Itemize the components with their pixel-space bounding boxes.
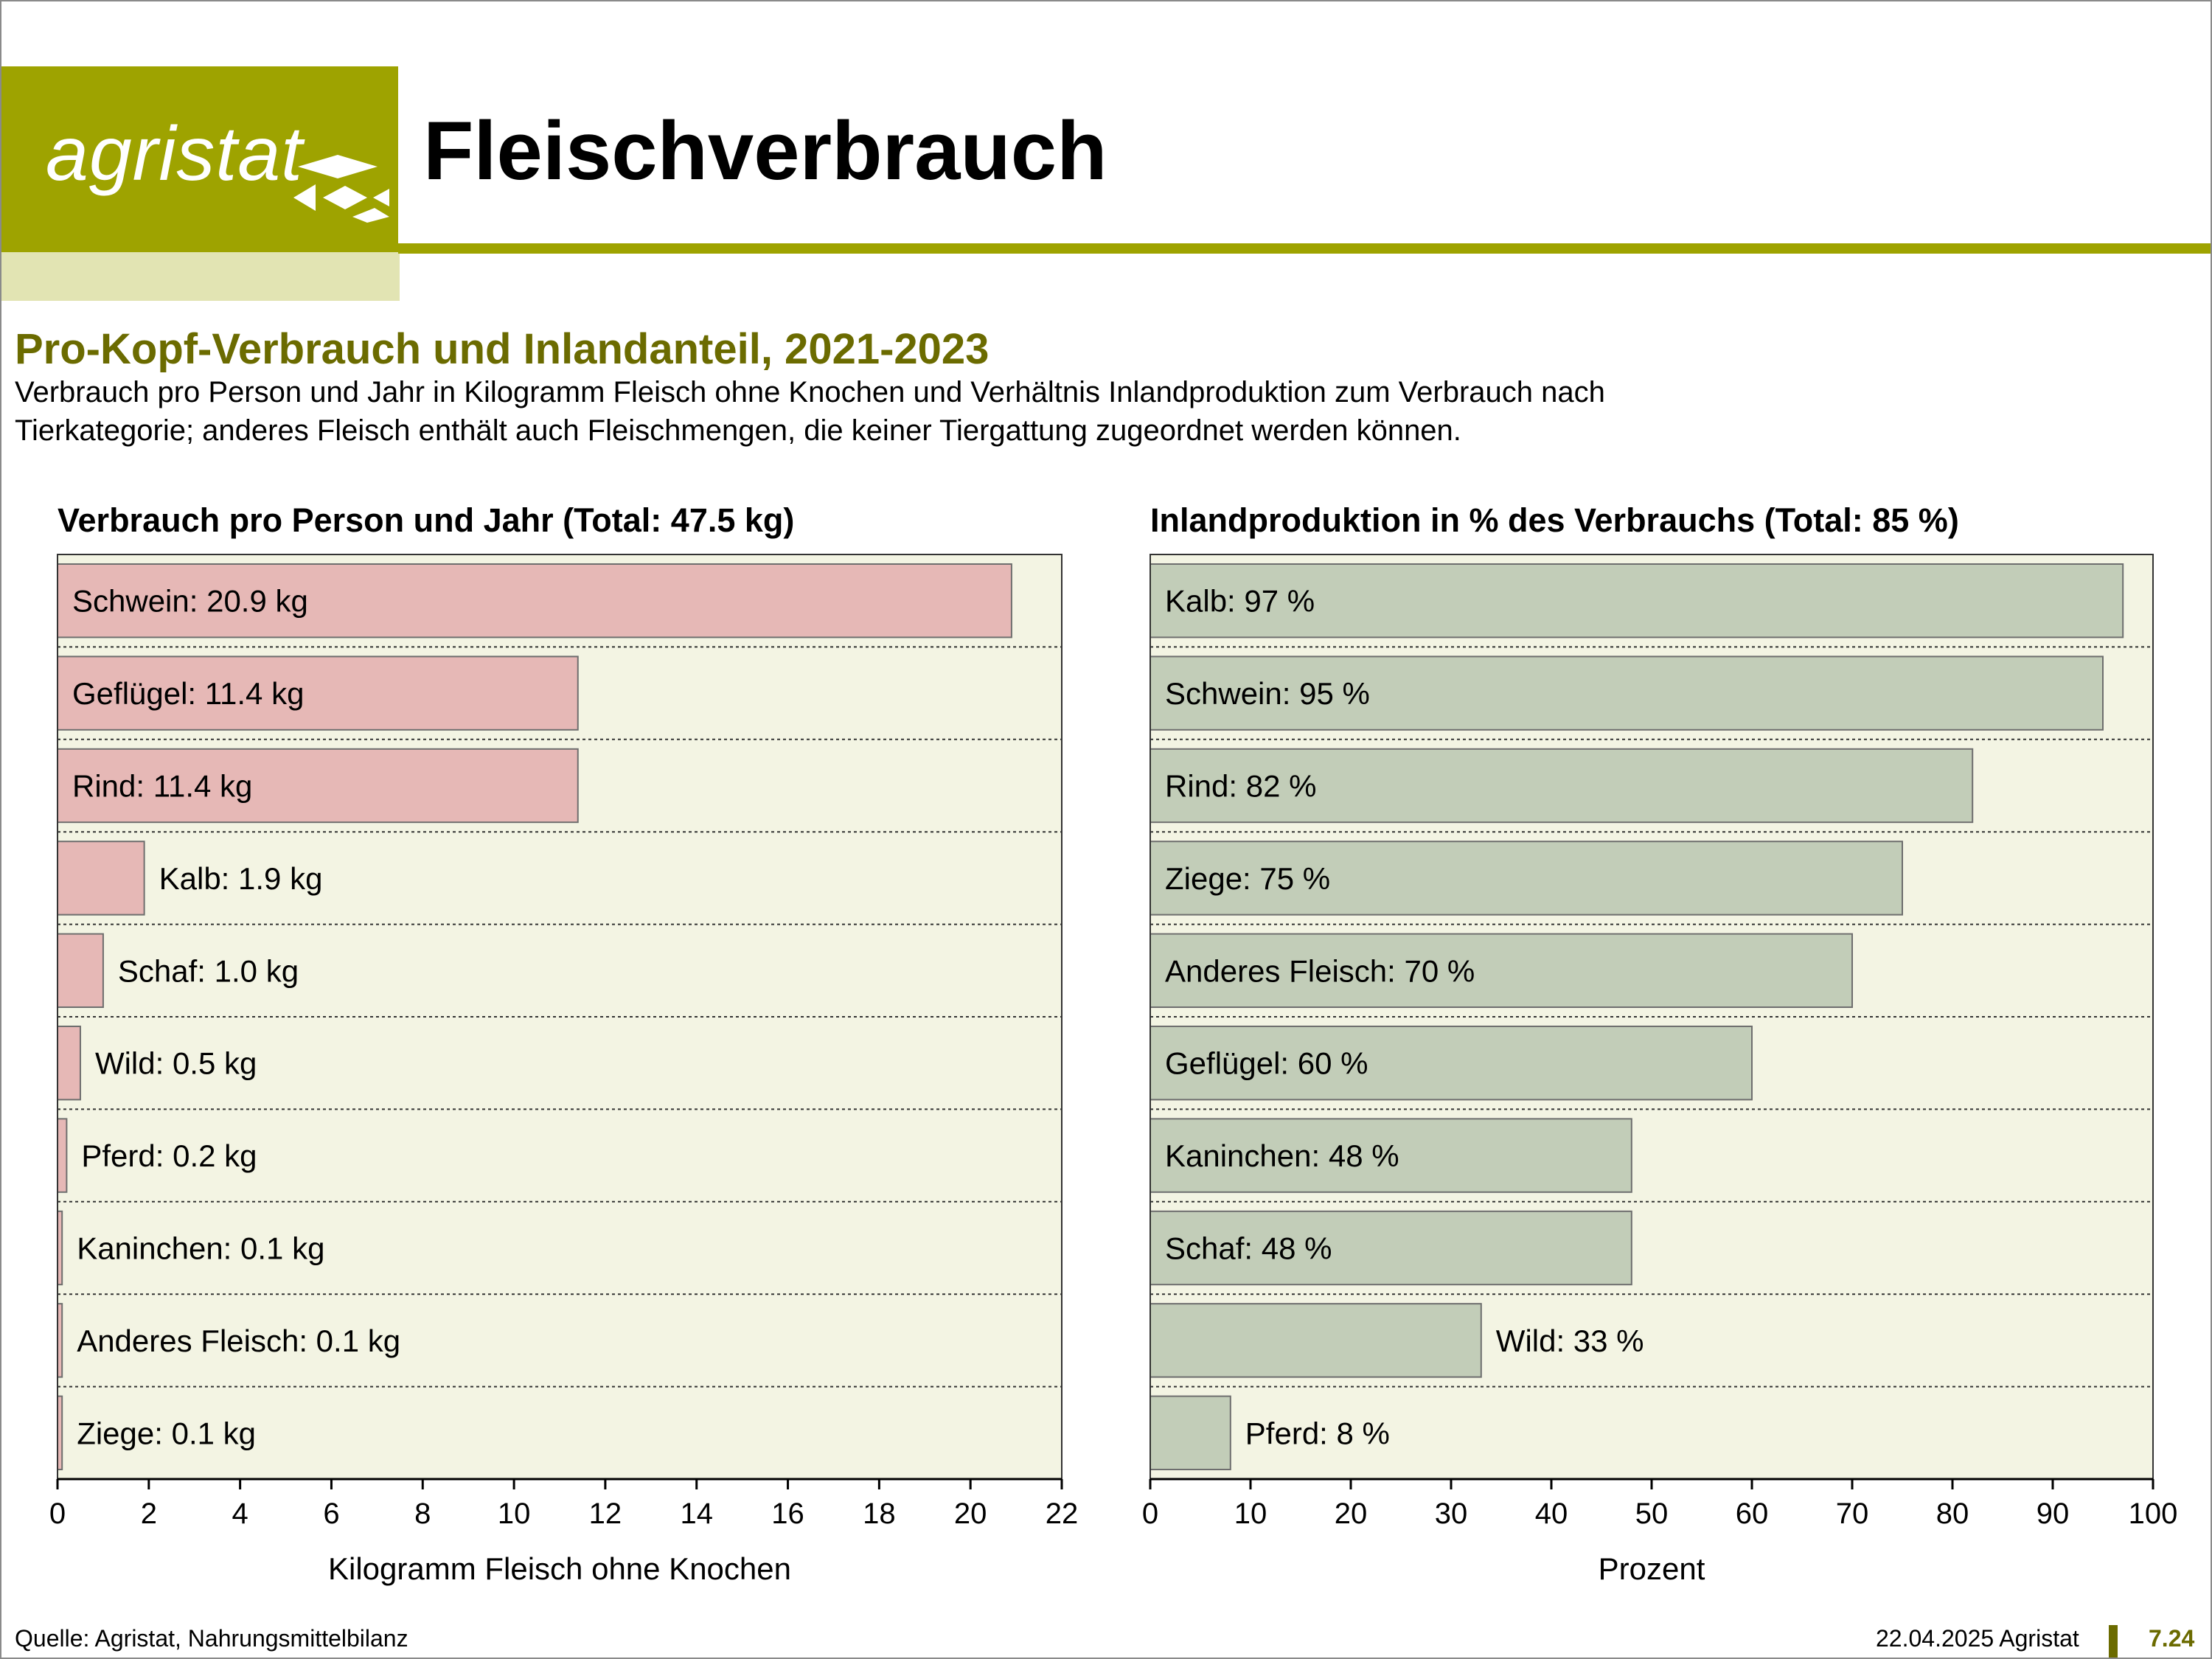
chart-description: Verbrauch pro Person und Jahr in Kilogra… bbox=[15, 373, 1932, 450]
right-bar-label-1: Kalb: 97 % bbox=[1165, 584, 1315, 619]
left-x-tick-label-14: 14 bbox=[680, 1498, 713, 1530]
left-x-tick-label-8: 8 bbox=[414, 1498, 431, 1530]
logo-wordmark: agristat bbox=[46, 111, 304, 197]
right-x-tick-label-0: 0 bbox=[1142, 1498, 1158, 1530]
right-bar-label-4: Ziege: 75 % bbox=[1165, 861, 1330, 896]
left-x-tick-label-12: 12 bbox=[589, 1498, 622, 1530]
footer-source: Quelle: Agristat, Nahrungsmittelbilanz bbox=[15, 1625, 408, 1652]
left-bar-2 bbox=[57, 655, 579, 731]
right-bar-label-2: Schwein: 95 % bbox=[1165, 676, 1370, 711]
right-x-tick-label-90: 90 bbox=[2037, 1498, 2070, 1530]
right-x-tick-label-60: 60 bbox=[1736, 1498, 1769, 1530]
right-x-tick-label-30: 30 bbox=[1435, 1498, 1468, 1530]
left-bar-7 bbox=[57, 1118, 68, 1193]
left-x-axis-title: Kilogramm Fleisch ohne Knochen bbox=[328, 1551, 791, 1586]
left-x-tick-label-10: 10 bbox=[498, 1498, 531, 1530]
left-bar-label-7: Pferd: 0.2 kg bbox=[81, 1138, 257, 1173]
left-x-tick-label-4: 4 bbox=[232, 1498, 248, 1530]
left-bar-6 bbox=[57, 1026, 81, 1101]
left-chart-title: Verbrauch pro Person und Jahr (Total: 47… bbox=[58, 501, 795, 539]
left-x-tick-label-0: 0 bbox=[49, 1498, 66, 1530]
right-bar-label-8: Schaf: 48 % bbox=[1165, 1231, 1332, 1266]
left-bar-label-8: Kaninchen: 0.1 kg bbox=[77, 1231, 324, 1266]
right-chart-title: Inlandproduktion in % des Verbrauchs (To… bbox=[1150, 501, 1959, 539]
right-bar-7 bbox=[1150, 1118, 1632, 1193]
left-bar-label-1: Schwein: 20.9 kg bbox=[72, 584, 308, 619]
description-line-1: Verbrauch pro Person und Jahr in Kilogra… bbox=[15, 376, 1605, 408]
footer-date: 22.04.2025 Agristat bbox=[1876, 1625, 2079, 1652]
right-bar-label-5: Anderes Fleisch: 70 % bbox=[1165, 953, 1475, 988]
left-bar-label-10: Ziege: 0.1 kg bbox=[77, 1416, 256, 1450]
left-x-tick-label-20: 20 bbox=[954, 1498, 987, 1530]
header-rule bbox=[398, 243, 2211, 254]
right-bar-8 bbox=[1150, 1210, 1632, 1286]
left-x-tick-label-2: 2 bbox=[141, 1498, 157, 1530]
right-bar-5 bbox=[1150, 933, 1853, 1008]
left-bar-chart: Schwein: 20.9 kg Geflügel: 11.4 kg Rind: 1… bbox=[49, 554, 1078, 1530]
right-x-tick-label-100: 100 bbox=[2129, 1498, 2178, 1530]
right-bar-chart: Kalb: 97 % Schwein: 95 % Rind: 82 % Ziege: … bbox=[1142, 554, 2178, 1530]
right-bar-3 bbox=[1150, 748, 1974, 824]
right-x-tick-label-20: 20 bbox=[1335, 1498, 1368, 1530]
logo-panel-underlay bbox=[1, 252, 400, 301]
left-bar-label-4: Kalb: 1.9 kg bbox=[159, 861, 323, 896]
left-x-tick-label-18: 18 bbox=[863, 1498, 896, 1530]
logo-diamond-icon bbox=[293, 155, 389, 223]
right-x-tick-label-50: 50 bbox=[1635, 1498, 1669, 1530]
description-line-2: Tierkategorie; anderes Fleisch enthält a… bbox=[15, 414, 1461, 447]
footer-divider bbox=[2109, 1625, 2118, 1658]
right-x-axis-title: Prozent bbox=[1598, 1551, 1705, 1586]
left-bar-label-5: Schaf: 1.0 kg bbox=[118, 953, 299, 988]
right-bar-10 bbox=[1150, 1395, 1231, 1470]
right-bar-1 bbox=[1150, 563, 2124, 639]
left-bar-label-3: Rind: 11.4 kg bbox=[72, 769, 252, 804]
left-x-tick-label-16: 16 bbox=[771, 1498, 804, 1530]
left-bar-5 bbox=[57, 933, 104, 1008]
left-bar-label-2: Geflügel: 11.4 kg bbox=[72, 676, 304, 711]
left-x-tick-label-22: 22 bbox=[1046, 1498, 1079, 1530]
left-bar-label-9: Anderes Fleisch: 0.1 kg bbox=[77, 1324, 400, 1358]
right-bar-label-7: Kaninchen: 48 % bbox=[1165, 1138, 1399, 1173]
section-title: Pro-Kopf-Verbrauch und Inlandanteil, 202… bbox=[15, 325, 990, 373]
right-bar-label-3: Rind: 82 % bbox=[1165, 769, 1316, 804]
right-bar-2 bbox=[1150, 655, 2104, 731]
right-x-tick-label-80: 80 bbox=[1936, 1498, 1969, 1530]
right-bar-label-6: Geflügel: 60 % bbox=[1165, 1046, 1368, 1081]
left-x-tick-label-6: 6 bbox=[323, 1498, 339, 1530]
left-bar-label-6: Wild: 0.5 kg bbox=[95, 1046, 257, 1081]
left-bar-4 bbox=[57, 841, 145, 916]
right-bar-label-9: Wild: 33 % bbox=[1496, 1324, 1644, 1358]
right-x-tick-label-10: 10 bbox=[1234, 1498, 1267, 1530]
right-bar-label-10: Pferd: 8 % bbox=[1245, 1416, 1390, 1450]
footer-page-number: 7.24 bbox=[2149, 1625, 2195, 1652]
left-bar-1 bbox=[57, 563, 1012, 639]
right-x-tick-label-40: 40 bbox=[1535, 1498, 1568, 1530]
page-title: Fleischverbrauch bbox=[423, 105, 1107, 197]
right-bar-9 bbox=[1150, 1303, 1482, 1378]
right-x-tick-label-70: 70 bbox=[1836, 1498, 1869, 1530]
left-bar-3 bbox=[57, 748, 579, 824]
